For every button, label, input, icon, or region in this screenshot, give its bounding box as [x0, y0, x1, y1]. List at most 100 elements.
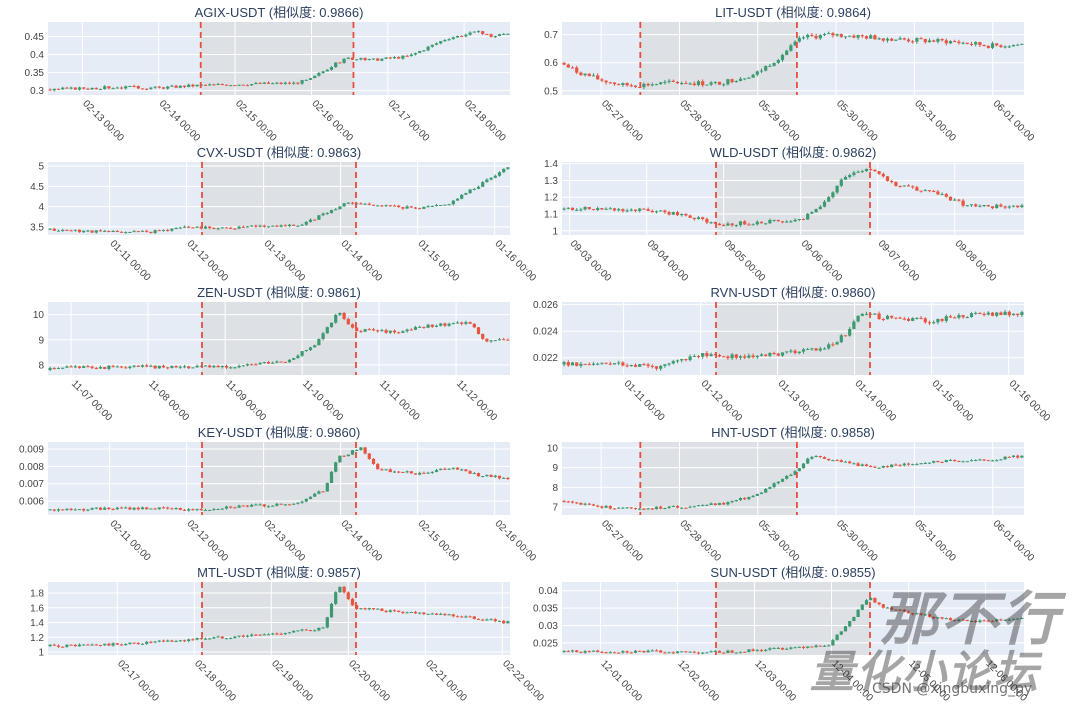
- candle-body: [350, 324, 355, 328]
- candle-body: [583, 651, 587, 653]
- candle-body: [696, 505, 701, 507]
- candle-body: [831, 640, 835, 646]
- candle-body: [789, 647, 793, 649]
- candle-body: [338, 586, 342, 593]
- candle-body: [174, 366, 178, 368]
- candle-body: [885, 466, 890, 468]
- candle-body: [300, 80, 304, 84]
- candle-body: [600, 362, 604, 364]
- candle-body: [392, 471, 397, 473]
- candle-body: [801, 463, 806, 469]
- candle-body: [275, 633, 279, 635]
- candle-body: [182, 509, 187, 511]
- candle-body: [1003, 46, 1007, 48]
- candle-body: [638, 508, 642, 510]
- y-tick-label: 0.006: [19, 497, 44, 508]
- candle-body: [434, 43, 439, 45]
- candle-body: [439, 613, 443, 615]
- candle-body: [262, 82, 266, 84]
- candle-body: [827, 344, 831, 349]
- candle-body: [923, 463, 927, 465]
- candle-body: [409, 611, 413, 613]
- candle-body: [780, 54, 785, 61]
- candle-body: [566, 207, 570, 209]
- candle-body: [245, 226, 250, 228]
- candle-body: [726, 223, 730, 226]
- x-tick-label: 05-31 00:00: [912, 518, 958, 564]
- candle-body: [650, 650, 654, 652]
- candle-body: [304, 498, 308, 502]
- candle-body: [747, 77, 751, 79]
- candle-body: [562, 62, 566, 65]
- candle-body: [304, 350, 308, 352]
- candle-body: [182, 85, 187, 88]
- candle-body: [317, 215, 321, 220]
- candle-body: [187, 226, 191, 228]
- candle-body: [98, 645, 103, 647]
- candle-body: [768, 65, 772, 67]
- candle-body: [822, 645, 827, 647]
- candle-body: [292, 630, 296, 633]
- candle-body: [986, 460, 990, 462]
- candle-body: [111, 230, 115, 232]
- candle-body: [241, 226, 245, 228]
- candle-body: [747, 355, 751, 358]
- candle-body: [48, 367, 52, 370]
- candle-body: [418, 472, 422, 475]
- candle-body: [56, 367, 61, 369]
- candle-body: [145, 88, 149, 90]
- candle-body: [659, 650, 663, 653]
- candle-body: [107, 365, 111, 369]
- candle-body: [671, 212, 675, 215]
- candle-body: [82, 230, 86, 233]
- candle-body: [659, 82, 663, 85]
- candle-body: [1011, 44, 1016, 47]
- candle-body: [776, 353, 780, 356]
- candle-body: [701, 652, 705, 654]
- candle-body: [283, 82, 287, 84]
- candle-body: [974, 620, 978, 623]
- candle-body: [376, 608, 380, 610]
- candle-body: [258, 634, 262, 636]
- candle-body: [722, 225, 726, 227]
- candle-body: [296, 82, 300, 84]
- candle-body: [220, 636, 224, 639]
- candle-body: [111, 88, 115, 90]
- candle-body: [839, 179, 843, 186]
- candle-body: [965, 461, 969, 463]
- candle-body: [852, 463, 856, 465]
- candle-body: [806, 34, 810, 38]
- chart-panel: CVX-USDT (相似度: 0.9863) 3.5 4 4.5 5 01-11 00:0…: [30, 145, 538, 284]
- candle-body: [604, 80, 608, 83]
- candle-body: [629, 652, 633, 654]
- candle-body: [472, 473, 476, 475]
- candle-body: [915, 317, 919, 319]
- candle-body: [313, 345, 317, 348]
- y-tick-label: 0.3: [30, 86, 44, 97]
- candle-body: [646, 508, 650, 510]
- candle-body: [174, 641, 178, 643]
- candle-body: [418, 326, 422, 328]
- candle-body: [300, 501, 304, 503]
- candle-body: [671, 361, 675, 364]
- candle-body: [346, 592, 350, 599]
- candle-body: [650, 84, 654, 86]
- candle-body: [911, 186, 915, 188]
- candle-body: [455, 198, 460, 201]
- candle-body: [489, 340, 493, 342]
- candle-body: [923, 39, 927, 43]
- candle-body: [843, 626, 848, 632]
- candle-body: [696, 652, 701, 654]
- candle-body: [864, 464, 869, 467]
- candle-body: [472, 616, 476, 619]
- candle-body: [132, 85, 136, 87]
- candle-body: [927, 462, 932, 464]
- candle-body: [911, 464, 915, 466]
- x-tick-label: 11-12 00:00: [454, 378, 499, 423]
- candle-body: [822, 34, 827, 36]
- candle-body: [371, 608, 376, 610]
- candle-body: [262, 225, 266, 227]
- candle-body: [69, 644, 73, 646]
- candle-body: [730, 650, 734, 653]
- candle-body: [212, 509, 216, 511]
